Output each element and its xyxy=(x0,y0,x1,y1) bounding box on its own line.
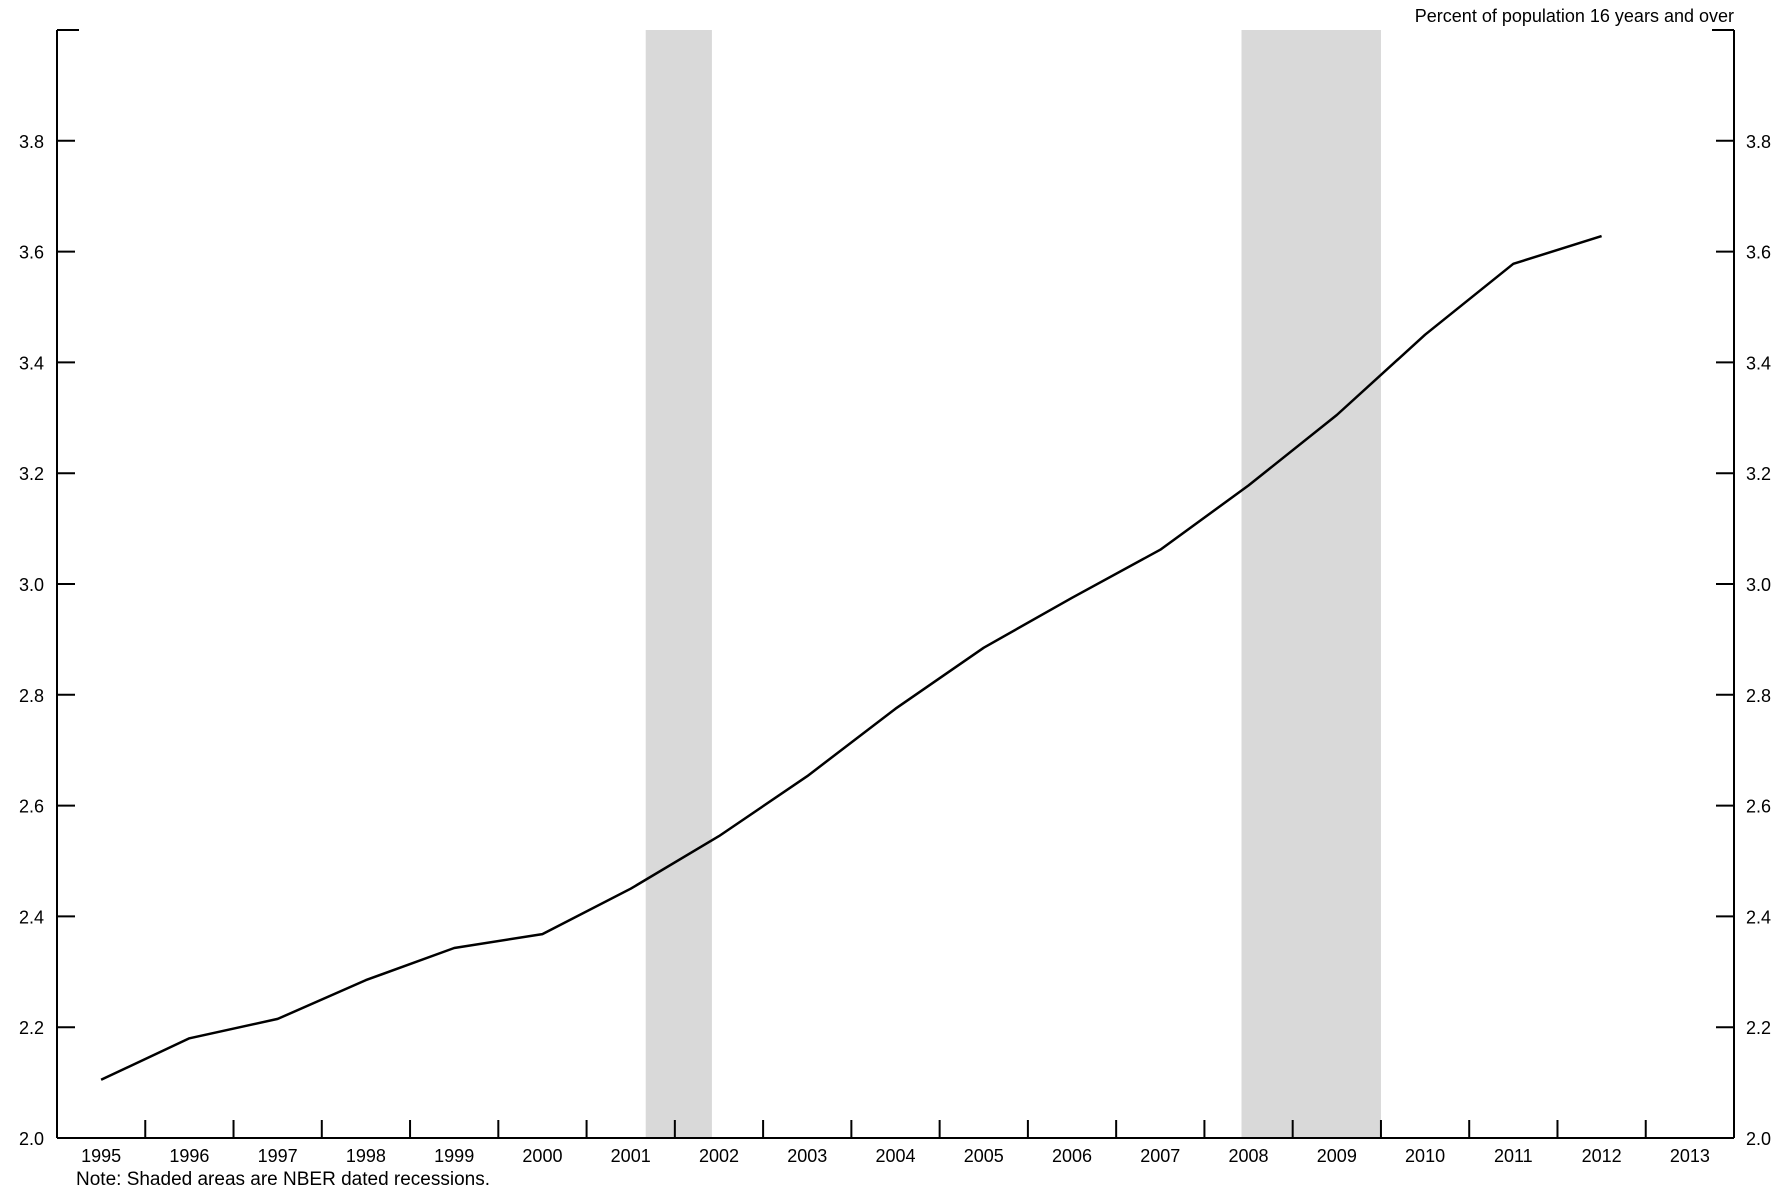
y-tick-label-left-2.6: 2.6 xyxy=(19,797,44,817)
y-tick-label-right-2.0: 2.0 xyxy=(1746,1129,1771,1149)
x-tick-label-2005: 2005 xyxy=(964,1146,1004,1166)
x-axis-ticks: 1995 1996 1997 1998 1999 2000 2001 2002 2003 2004… xyxy=(81,1120,1710,1166)
y-tick-label-right-3.6: 3.6 xyxy=(1746,243,1771,263)
x-tick-label-2008: 2008 xyxy=(1229,1146,1269,1166)
y-tick-label-left-3.8: 3.8 xyxy=(19,132,44,152)
x-tick-label-2011: 2011 xyxy=(1494,1146,1533,1166)
y-tick-label-left-3.4: 3.4 xyxy=(19,353,44,373)
y-tick-label-right-2.6: 2.6 xyxy=(1746,797,1771,817)
x-tick-label-2007: 2007 xyxy=(1140,1146,1180,1166)
y-tick-label-right-3.8: 3.8 xyxy=(1746,132,1771,152)
y-axis-label: Percent of population 16 years and over xyxy=(1415,6,1734,26)
x-tick-label-1997: 1997 xyxy=(258,1146,298,1166)
recession-shading xyxy=(645,30,1381,1138)
y-tick-label-left-3.0: 3.0 xyxy=(19,575,44,595)
series-lines xyxy=(100,234,1602,1081)
y-tick-label-right-2.4: 2.4 xyxy=(1746,907,1771,927)
y-tick-label-right-2.2: 2.2 xyxy=(1746,1018,1771,1038)
x-tick-label-2003: 2003 xyxy=(787,1146,827,1166)
y-axis-ticks: 2.0 2.0 2.2 2.2 2.4 2.4 2.6 2.6 2.8 2.8 3.0 3.0 3.2 3… xyxy=(19,132,1771,1149)
y-tick-label-left-2.0: 2.0 xyxy=(19,1129,44,1149)
x-tick-label-2006: 2006 xyxy=(1052,1146,1092,1166)
y-tick-label-left-2.8: 2.8 xyxy=(19,686,44,706)
x-tick-label-1995: 1995 xyxy=(81,1146,121,1166)
y-tick-label-right-3.2: 3.2 xyxy=(1746,464,1771,484)
y-tick-label-left-3.2: 3.2 xyxy=(19,464,44,484)
x-tick-label-2001: 2001 xyxy=(611,1146,651,1166)
x-tick-label-1999: 1999 xyxy=(434,1146,474,1166)
y-tick-label-right-3.0: 3.0 xyxy=(1746,575,1771,595)
x-tick-label-2013: 2013 xyxy=(1670,1146,1710,1166)
x-tick-label-2012: 2012 xyxy=(1582,1146,1622,1166)
x-tick-label-1996: 1996 xyxy=(169,1146,209,1166)
y-tick-label-right-3.4: 3.4 xyxy=(1746,353,1771,373)
x-tick-label-2010: 2010 xyxy=(1405,1146,1445,1166)
series-line-1 xyxy=(100,234,1602,1081)
recession-band-1 xyxy=(645,30,712,1138)
chart-note: Note: Shaded areas are NBER dated recess… xyxy=(76,1169,491,1190)
axes xyxy=(56,29,1735,1139)
x-tick-label-2004: 2004 xyxy=(875,1146,915,1166)
x-tick-label-1998: 1998 xyxy=(346,1146,386,1166)
x-tick-label-2009: 2009 xyxy=(1317,1146,1357,1166)
y-tick-label-right-2.8: 2.8 xyxy=(1746,686,1771,706)
recession-band-2 xyxy=(1241,30,1381,1138)
y-tick-label-left-2.4: 2.4 xyxy=(19,907,44,927)
x-tick-label-2002: 2002 xyxy=(699,1146,739,1166)
x-tick-label-2000: 2000 xyxy=(522,1146,562,1166)
y-tick-label-left-3.6: 3.6 xyxy=(19,243,44,263)
y-tick-label-left-2.2: 2.2 xyxy=(19,1018,44,1038)
